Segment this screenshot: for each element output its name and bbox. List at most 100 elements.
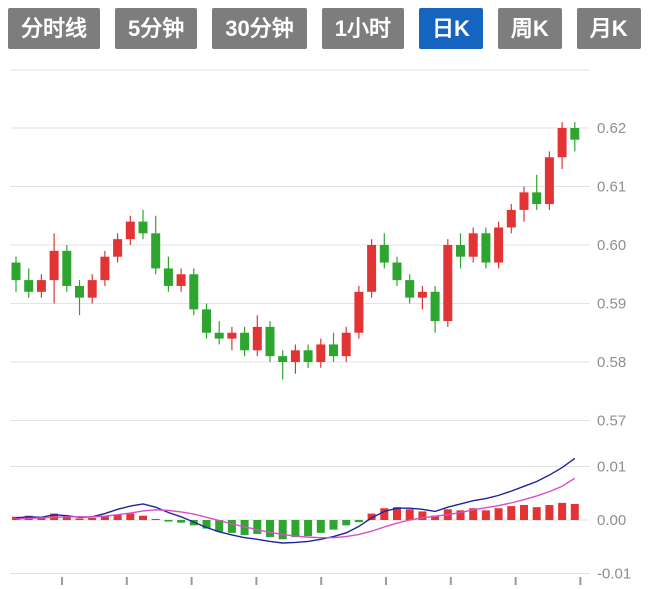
candle-body bbox=[506, 209, 516, 228]
price-axis-label: 0.59 bbox=[597, 296, 626, 313]
macd-histogram-bar bbox=[126, 513, 135, 520]
macd-axis-label: 0.00 bbox=[597, 512, 626, 529]
candle-body bbox=[290, 350, 300, 362]
macd-histogram-bar bbox=[481, 510, 490, 520]
macd-histogram-bar bbox=[227, 520, 236, 533]
candle-body bbox=[354, 291, 364, 333]
candle-body bbox=[138, 221, 148, 234]
candle-body bbox=[481, 233, 491, 263]
macd-histogram-bar bbox=[266, 520, 274, 538]
macd-histogram-bar bbox=[431, 515, 440, 520]
candle-body bbox=[202, 309, 211, 333]
candle-body bbox=[278, 356, 288, 362]
candle-body bbox=[379, 245, 389, 263]
candle-body bbox=[557, 128, 567, 158]
macd-histogram-bar bbox=[354, 520, 363, 523]
tab-daily-k[interactable]: 日K bbox=[419, 8, 483, 50]
candle-body bbox=[113, 239, 123, 257]
macd-histogram-bar bbox=[367, 513, 376, 520]
period-toolbar: 分时线 5分钟 30分钟 1小时 日K 周K 月K bbox=[8, 8, 641, 50]
candle-body bbox=[49, 250, 59, 281]
candle-body bbox=[544, 157, 554, 205]
candle-body bbox=[265, 326, 275, 357]
candle-body bbox=[151, 233, 161, 269]
tab-1hour[interactable]: 1小时 bbox=[321, 8, 404, 50]
macd-histogram-bar bbox=[139, 515, 147, 520]
candle-body bbox=[87, 280, 97, 298]
candle-body bbox=[392, 262, 402, 281]
candle-body bbox=[443, 245, 453, 322]
candle-body bbox=[303, 350, 313, 362]
candle-body bbox=[176, 274, 186, 286]
candle-body bbox=[189, 274, 199, 310]
macd-dea-line bbox=[15, 477, 576, 539]
macd-histogram-bar bbox=[278, 520, 287, 540]
macd-histogram-bar bbox=[316, 520, 325, 533]
candle-body bbox=[62, 250, 72, 286]
candle-body bbox=[36, 280, 46, 292]
candle-body bbox=[329, 344, 338, 357]
candle-body bbox=[214, 332, 224, 339]
macd-histogram-bar bbox=[177, 520, 186, 523]
macd-histogram-bar bbox=[418, 511, 427, 520]
macd-histogram-bar bbox=[291, 520, 300, 538]
price-axis-label: 0.62 bbox=[597, 120, 626, 137]
macd-histogram-bar bbox=[113, 514, 122, 520]
candle-body bbox=[405, 280, 415, 298]
macd-histogram-bar bbox=[469, 508, 478, 520]
macd-dif-line bbox=[15, 457, 576, 544]
macd-histogram-bar bbox=[62, 515, 71, 520]
candle-body bbox=[316, 344, 326, 362]
tab-time-sharing-line[interactable]: 分时线 bbox=[8, 8, 101, 50]
candle-body bbox=[341, 332, 351, 357]
candle-body bbox=[75, 285, 84, 298]
macd-histogram-bar bbox=[507, 506, 516, 520]
macd-histogram-bar bbox=[329, 520, 338, 530]
macd-histogram-bar bbox=[380, 508, 389, 520]
macd-histogram-bar bbox=[164, 520, 173, 522]
macd-histogram-bar bbox=[37, 517, 46, 520]
candle-body bbox=[532, 192, 542, 205]
tab-weekly-k[interactable]: 周K bbox=[497, 8, 562, 50]
macd-histogram-bar bbox=[202, 520, 211, 529]
candle-body bbox=[125, 221, 135, 240]
candle-body bbox=[570, 128, 580, 140]
tab-30min[interactable]: 30分钟 bbox=[212, 8, 307, 50]
candle-body bbox=[519, 192, 529, 210]
candle-body bbox=[163, 268, 173, 286]
candle-body bbox=[494, 227, 504, 263]
macd-histogram-bar bbox=[405, 509, 414, 520]
price-axis-label: 0.61 bbox=[597, 179, 626, 196]
macd-histogram-bar bbox=[75, 518, 84, 520]
macd-histogram-bar bbox=[558, 502, 567, 520]
macd-histogram-bar bbox=[342, 520, 351, 526]
candle-body bbox=[240, 332, 250, 351]
price-axis-label: 0.57 bbox=[597, 413, 626, 430]
macd-histogram-bar bbox=[304, 520, 313, 537]
candle-body bbox=[24, 280, 34, 292]
price-axis-label: 0.60 bbox=[597, 237, 626, 254]
macd-histogram-bar bbox=[100, 515, 109, 520]
candle-body bbox=[430, 291, 440, 322]
candle-body bbox=[468, 233, 478, 257]
macd-axis-label: -0.01 bbox=[597, 566, 631, 583]
macd-histogram-bar bbox=[545, 505, 554, 520]
macd-histogram-bar bbox=[88, 517, 97, 520]
candle-body bbox=[100, 256, 110, 281]
macd-histogram-bar bbox=[253, 520, 262, 534]
candle-body bbox=[11, 262, 21, 281]
macd-axis-label: 0.01 bbox=[597, 459, 626, 476]
macd-histogram-bar bbox=[570, 503, 579, 520]
macd-histogram-bar bbox=[520, 505, 528, 520]
candle-body bbox=[367, 245, 377, 292]
macd-histogram-bar bbox=[456, 510, 465, 520]
macd-histogram-bar bbox=[215, 520, 224, 532]
tab-monthly-k[interactable]: 月K bbox=[576, 8, 641, 50]
price-axis-label: 0.58 bbox=[597, 354, 626, 371]
candle-body bbox=[227, 332, 237, 339]
tab-5min[interactable]: 5分钟 bbox=[115, 8, 198, 50]
macd-histogram-bar bbox=[494, 508, 503, 520]
candle-body bbox=[417, 291, 427, 298]
